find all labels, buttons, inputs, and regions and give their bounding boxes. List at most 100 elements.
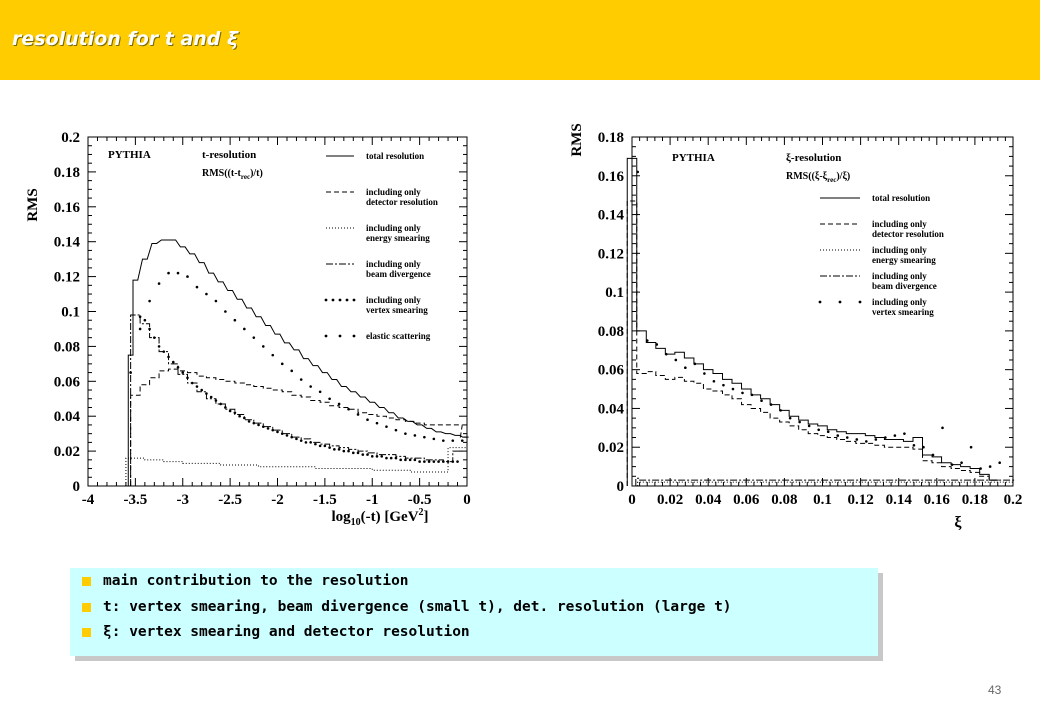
legend-marker: [338, 298, 342, 302]
data-point: [167, 355, 170, 359]
data-point: [224, 310, 227, 313]
data-point: [252, 336, 256, 339]
legend-label: total resolution: [872, 193, 930, 203]
y-tick-label: 0.08: [54, 339, 80, 355]
legend-label: beam divergence: [872, 281, 937, 291]
bullet-marker-icon: [82, 602, 91, 612]
data-point: [779, 409, 782, 412]
data-point: [451, 439, 455, 442]
data-point: [998, 461, 1001, 465]
bullet-item: ξ: vertex smearing and detector resoluti…: [82, 621, 470, 643]
x-tick-label: -2.5: [218, 492, 242, 508]
legend-label: energy smearing: [872, 255, 936, 265]
data-point: [394, 456, 398, 460]
data-point: [413, 434, 417, 437]
x-tick-label: -1: [366, 492, 379, 508]
data-point: [318, 444, 322, 448]
data-point: [347, 407, 350, 411]
data-point: [214, 399, 218, 402]
x-tick-label: 0: [628, 492, 636, 508]
x-tick-label: 0.12: [847, 492, 873, 508]
data-point: [214, 299, 218, 303]
data-point: [442, 439, 445, 442]
legend-marker: [331, 298, 335, 302]
legend-label: vertex smearing: [366, 305, 428, 315]
legend-marker: [324, 334, 328, 338]
data-point: [167, 271, 170, 275]
formula-label: RMS((ξ-ξrec)/ξ): [786, 171, 850, 184]
x-tick-label: -0.5: [408, 492, 432, 508]
bullet-item: t: vertex smearing, beam divergence (sma…: [82, 596, 732, 618]
bullet-item: main contribution to the resolution: [82, 570, 409, 592]
x-tick-label: 0: [463, 492, 471, 508]
formula-label: RMS((t-trec)/t): [202, 168, 263, 181]
x-axis-label-part: (-t) [GeV: [361, 509, 419, 525]
data-point: [960, 461, 963, 465]
legend-label: vertex smearing: [872, 307, 934, 317]
data-point: [318, 390, 322, 394]
data-point: [290, 369, 294, 373]
data-point: [309, 385, 312, 388]
series-line: [637, 481, 1013, 486]
data-point: [243, 327, 246, 331]
title-bar: resolution for t and ξ: [0, 0, 1040, 80]
y-tick-label: 0.04: [54, 409, 81, 425]
data-point: [143, 318, 147, 322]
data-point: [238, 414, 241, 418]
data-point: [157, 282, 161, 285]
data-point: [912, 443, 916, 447]
data-point: [442, 460, 445, 463]
data-point: [893, 434, 897, 437]
data-point: [950, 463, 954, 466]
x-axis-label-part: ]: [424, 509, 429, 525]
legend-label: energy smearing: [366, 233, 430, 243]
data-point: [817, 428, 820, 432]
series-line: [130, 368, 470, 486]
data-point: [394, 428, 398, 432]
legend-label: including only: [366, 187, 421, 197]
data-point: [446, 460, 450, 463]
series-line: [130, 314, 463, 486]
data-point: [693, 362, 697, 366]
x-tick-label: -4: [82, 492, 95, 508]
y-tick-label: 0.12: [54, 270, 80, 286]
legend-label: including only: [872, 271, 927, 281]
data-point: [195, 285, 199, 289]
data-point: [941, 426, 944, 430]
data-point: [380, 455, 384, 458]
data-point: [408, 458, 412, 462]
data-point: [228, 409, 232, 413]
t-resolution-chart: -4 -3.5 -3 -2.5 -2 -1.5 -1 -0.5 0 0 0.02 0.04 0.06 0.…: [25, 130, 471, 528]
formula-subscript: rec: [241, 173, 250, 181]
data-point: [432, 460, 436, 463]
data-point: [162, 350, 166, 353]
data-point: [252, 421, 256, 425]
y-tick-label: 0.14: [54, 235, 81, 251]
legend-label: including only: [366, 259, 421, 269]
legend-label: detector resolution: [366, 197, 438, 207]
data-point: [418, 460, 421, 463]
data-point: [295, 437, 298, 441]
data-point: [261, 425, 265, 428]
data-point: [731, 387, 735, 391]
data-point: [186, 376, 189, 380]
data-point: [674, 358, 678, 362]
data-point: [209, 395, 213, 399]
legend-label: elastic scattering: [366, 331, 431, 341]
bullet-marker-icon: [82, 627, 91, 637]
data-point: [460, 439, 464, 442]
y-tick-label: 0.16: [598, 169, 625, 185]
data-point: [200, 388, 203, 392]
x-tick-label: 0.04: [695, 492, 722, 508]
data-point: [432, 437, 436, 441]
page-number: 43: [988, 683, 1002, 697]
y-tick-label: 0.1: [61, 305, 80, 321]
bullet-text: main contribution to the resolution: [103, 573, 409, 589]
data-point: [314, 442, 317, 446]
data-point: [404, 458, 407, 462]
data-point: [205, 392, 208, 395]
x-axis-label-part: 10: [351, 517, 361, 528]
data-point: [645, 339, 649, 342]
data-point: [855, 438, 859, 441]
data-point: [423, 460, 426, 463]
